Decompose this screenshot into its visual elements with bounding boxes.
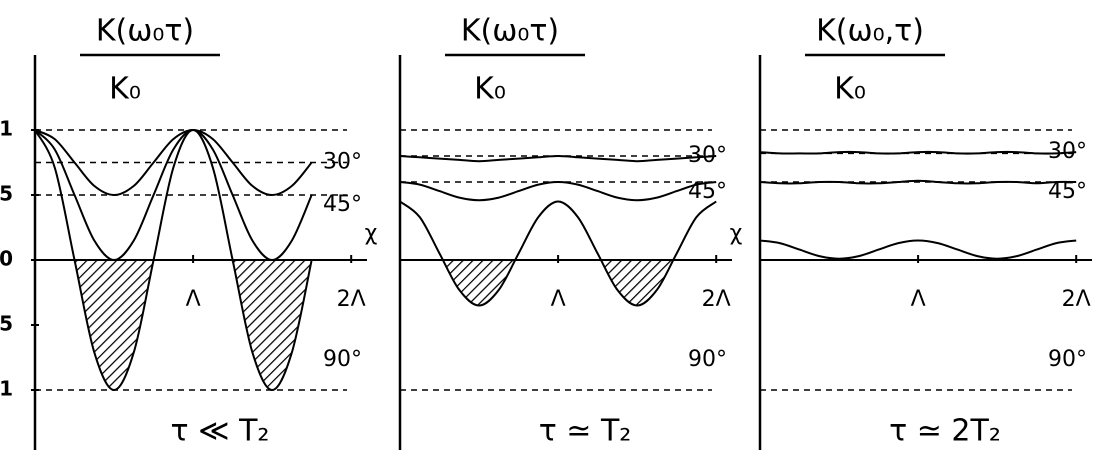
title: K(ω₀τ) <box>461 14 559 49</box>
curve <box>34 128 313 197</box>
series-label: 45° <box>323 192 362 217</box>
shaded-area <box>400 260 717 306</box>
title-denominator: K₀ <box>834 72 866 107</box>
curve <box>399 180 717 202</box>
subtitle: τ ≃ T₂ <box>539 414 632 449</box>
subtitle: τ ≪ T₂ <box>171 414 270 449</box>
x-tick-label: Λ <box>551 287 566 312</box>
series-label: 30° <box>323 150 362 175</box>
series-label: 90° <box>1048 347 1087 372</box>
shaded-area <box>35 260 312 390</box>
y-tick-label: -0,5 <box>0 312 13 336</box>
x-tick-label: 2Λ <box>337 287 366 312</box>
series-label: 30° <box>1048 139 1087 164</box>
curve <box>399 154 717 163</box>
title: K(ω₀,τ) <box>816 14 924 49</box>
title: K(ω₀τ) <box>96 14 194 49</box>
curve <box>34 128 313 262</box>
title-denominator: K₀ <box>109 72 141 107</box>
y-tick-label: 1 <box>0 117 13 141</box>
x-tick-label: Λ <box>911 287 926 312</box>
x-tick-label: 2Λ <box>702 287 731 312</box>
series-label: 45° <box>1048 179 1087 204</box>
curve <box>34 128 313 392</box>
y-tick-label: 0,5 <box>0 182 13 206</box>
y-tick-label: -1 <box>0 377 13 401</box>
series-label: 30° <box>688 143 727 168</box>
subtitle: τ ≃ 2T₂ <box>889 414 1001 449</box>
x-axis-label: χ <box>365 221 378 246</box>
curve <box>759 179 1077 185</box>
series-label: 90° <box>688 347 727 372</box>
curve <box>399 200 717 307</box>
series-label: 45° <box>688 179 727 204</box>
title-denominator: K₀ <box>474 72 506 107</box>
x-tick-label: Λ <box>186 287 201 312</box>
curve <box>759 150 1077 155</box>
curve <box>759 239 1077 260</box>
y-tick-label: 0 <box>0 247 13 271</box>
x-tick-label: 2Λ <box>1062 287 1091 312</box>
series-label: 90° <box>323 347 362 372</box>
x-axis-label: χ <box>730 221 743 246</box>
